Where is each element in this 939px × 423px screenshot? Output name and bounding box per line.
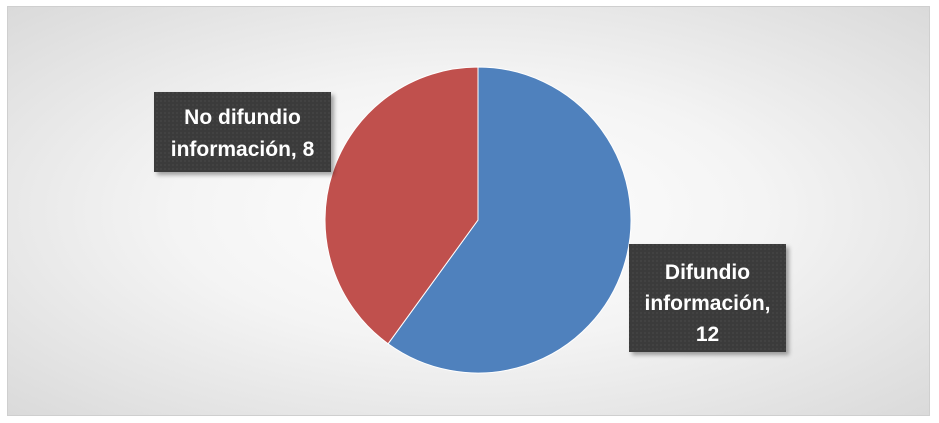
data-label-2: No difundio información, 8 [154, 92, 331, 172]
data-label-1: Difundio información, 12 [629, 244, 786, 352]
data-label-text: No difundio [184, 106, 301, 129]
pie-slice-1 [387, 66, 632, 374]
data-label-text: Difundio [665, 261, 750, 284]
data-label-text: información, 8 [171, 138, 315, 161]
data-label-text: 12 [696, 323, 719, 346]
pie-slice-2 [324, 66, 479, 345]
data-label-text: información, [644, 292, 770, 315]
data-label-box [629, 244, 786, 352]
data-label-box [154, 92, 331, 172]
